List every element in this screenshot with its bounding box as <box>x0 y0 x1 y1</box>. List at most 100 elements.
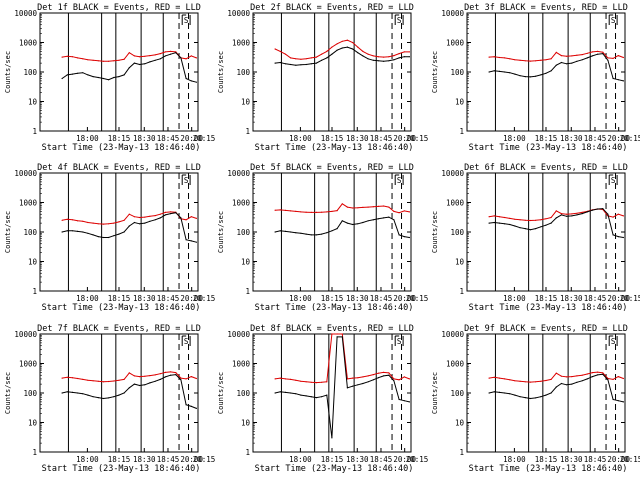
y-axis-label: Counts/sec <box>4 372 12 414</box>
series-lld <box>61 371 197 383</box>
series-lld <box>274 203 410 214</box>
y-tick-label: 1 <box>245 287 250 296</box>
x-tick-label: 20:15 <box>406 134 429 143</box>
y-tick-label: 10000 <box>227 169 250 178</box>
y-tick-label: 1 <box>32 127 37 136</box>
saa-marker-label: S <box>611 337 616 346</box>
chart-panel-7: Det 7f BLACK = Events, RED = LLD 1 10 100 10… <box>4 324 215 474</box>
x-tick-label: 18:00 <box>289 134 312 143</box>
series-line <box>275 203 410 214</box>
x-tick-label: 20:00 <box>180 294 203 303</box>
x-tick-label: 18:30 <box>133 455 156 464</box>
bracket-marker <box>608 174 614 185</box>
y-tick-label: 10 <box>241 98 251 107</box>
series-events <box>488 53 625 82</box>
x-axis-label: Start Time (23-May-13 18:46:40) <box>255 464 414 474</box>
x-axis-label: Start Time (23-May-13 18:46:40) <box>42 303 201 313</box>
y-tick-label: 10 <box>28 419 38 428</box>
chart-panel-1: Det 1f BLACK = Events, RED = LLD 1 10 100 10… <box>4 3 215 153</box>
series-line <box>488 53 624 82</box>
x-tick-label: 20:00 <box>607 455 630 464</box>
y-tick-label: 100 <box>450 228 464 237</box>
y-tick-label: 1000 <box>446 39 465 48</box>
y-axis-label: Counts/sec <box>217 211 225 253</box>
x-tick-label: 20:15 <box>193 294 216 303</box>
x-tick-label: 18:45 <box>584 294 607 303</box>
x-axis-label: Start Time (23-May-13 18:46:40) <box>255 303 414 313</box>
series-lld <box>488 208 625 222</box>
series-line <box>274 39 410 60</box>
y-axis-label: Counts/sec <box>431 51 439 93</box>
panel-title: Det 1f BLACK = Events, RED = LLD <box>37 3 201 13</box>
series-line <box>489 208 624 238</box>
y-tick-label: 1000 <box>232 199 251 208</box>
x-tick-label: 20:15 <box>620 455 640 464</box>
series-events <box>488 373 625 403</box>
series-line <box>62 50 197 62</box>
x-tick-label: 18:30 <box>133 134 156 143</box>
y-tick-label: 1 <box>459 448 464 457</box>
plot-frame <box>39 12 199 132</box>
series-lld <box>61 50 197 62</box>
y-tick-label: 100 <box>236 228 250 237</box>
x-axis-label: Start Time (23-May-13 18:46:40) <box>255 143 414 153</box>
y-tick-label: 10000 <box>14 330 37 339</box>
x-tick-label: 20:00 <box>393 294 416 303</box>
series-lld <box>488 371 625 383</box>
x-tick-label: 18:15 <box>108 294 131 303</box>
x-tick-label: 18:15 <box>535 455 558 464</box>
x-tick-label: 18:00 <box>289 455 312 464</box>
panel-title: Det 3f BLACK = Events, RED = LLD <box>464 3 628 13</box>
bracket-marker <box>394 14 400 25</box>
y-tick-label: 1 <box>32 448 37 457</box>
y-tick-label: 10 <box>241 419 251 428</box>
plot-frame <box>466 172 626 292</box>
saa-marker-label: S <box>184 176 189 185</box>
series-events <box>61 374 197 409</box>
y-tick-label: 100 <box>450 68 464 77</box>
series-events <box>61 212 197 243</box>
chart-panel-2: Det 2f BLACK = Events, RED = LLD 1 10 100 10… <box>217 3 428 153</box>
panel-title: Det 8f BLACK = Events, RED = LLD <box>250 324 414 334</box>
series-events <box>274 46 410 66</box>
panel-title: Det 7f BLACK = Events, RED = LLD <box>37 324 201 334</box>
x-axis-label: Start Time (23-May-13 18:46:40) <box>469 464 628 474</box>
series-events <box>274 336 410 439</box>
x-axis-label: Start Time (23-May-13 18:46:40) <box>42 464 201 474</box>
y-tick-label: 1 <box>459 287 464 296</box>
chart-panel-3: Det 3f BLACK = Events, RED = LLD 1 10 100 10… <box>431 3 640 153</box>
bracket-marker <box>181 174 187 185</box>
panel-title: Det 6f BLACK = Events, RED = LLD <box>464 163 628 173</box>
x-tick-label: 20:00 <box>393 455 416 464</box>
saa-marker-label: S <box>611 16 616 25</box>
series-line <box>489 371 624 383</box>
x-tick-label: 20:15 <box>620 294 640 303</box>
x-tick-label: 20:00 <box>180 455 203 464</box>
y-axis-label: Counts/sec <box>431 211 439 253</box>
saa-marker-label: S <box>184 16 189 25</box>
y-tick-label: 100 <box>23 228 37 237</box>
x-tick-label: 20:15 <box>406 294 429 303</box>
x-tick-label: 18:15 <box>321 294 344 303</box>
y-tick-label: 10000 <box>441 330 464 339</box>
x-tick-label: 18:45 <box>157 134 180 143</box>
saa-marker-label: S <box>397 16 402 25</box>
series-line <box>62 211 197 225</box>
series-line <box>488 373 624 403</box>
y-tick-label: 10 <box>455 98 465 107</box>
panel-title: Det 9f BLACK = Events, RED = LLD <box>464 324 628 334</box>
x-axis-label: Start Time (23-May-13 18:46:40) <box>469 303 628 313</box>
x-tick-label: 20:15 <box>620 134 640 143</box>
bracket-marker <box>181 14 187 25</box>
y-axis-label: Counts/sec <box>4 51 12 93</box>
x-tick-label: 20:00 <box>607 134 630 143</box>
y-tick-label: 10 <box>28 258 38 267</box>
x-tick-label: 18:15 <box>535 134 558 143</box>
x-tick-label: 20:15 <box>406 455 429 464</box>
panel-title: Det 4f BLACK = Events, RED = LLD <box>37 163 201 173</box>
chart-panel-5: Det 5f BLACK = Events, RED = LLD 1 10 100 10… <box>217 163 428 313</box>
x-tick-label: 18:15 <box>321 455 344 464</box>
saa-marker-label: S <box>397 176 402 185</box>
x-tick-label: 18:30 <box>133 294 156 303</box>
